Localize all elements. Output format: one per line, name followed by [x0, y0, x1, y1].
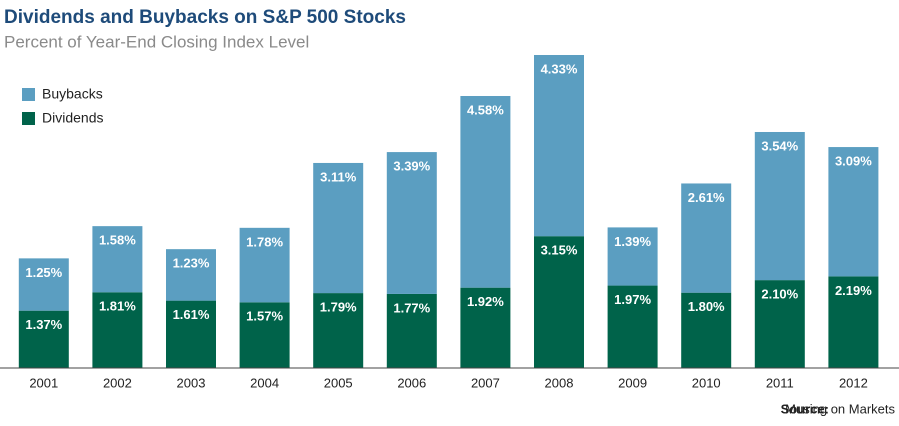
source: Musing on Markets: [785, 401, 895, 416]
value-label: 2.19%: [835, 283, 872, 298]
bar-segment: [681, 183, 732, 293]
bar-segment: [460, 287, 511, 368]
value-label: 1.39%: [614, 234, 651, 249]
value-label: 1.23%: [173, 256, 210, 271]
chart-subtitle: Percent of Year-End Closing Index Level: [4, 32, 309, 51]
value-label: 1.57%: [246, 309, 283, 324]
x-tick-label: 2010: [692, 375, 721, 390]
x-tick-label: 2012: [839, 375, 868, 390]
value-label: 1.79%: [320, 300, 357, 315]
value-label: 3.09%: [835, 153, 872, 168]
bar-segment: [607, 227, 658, 286]
x-tick-label: 2008: [545, 375, 574, 390]
bar-segment: [828, 276, 879, 368]
bar-segment: [18, 310, 69, 368]
value-label: 1.58%: [99, 233, 136, 248]
value-label: 1.77%: [393, 300, 430, 315]
bar-segment: [386, 152, 437, 294]
x-tick-label: 2002: [103, 375, 132, 390]
value-label: 4.58%: [467, 102, 504, 117]
bar-segment: [681, 292, 732, 368]
x-tick-label: 2003: [177, 375, 206, 390]
x-tick-label: 2006: [397, 375, 426, 390]
bar-segment: [386, 293, 437, 368]
value-label: 1.25%: [25, 265, 62, 280]
value-label: 2.61%: [688, 190, 725, 205]
value-label: 1.81%: [99, 299, 136, 314]
bar-segment: [166, 249, 216, 301]
chart-title: Dividends and Buybacks on S&P 500 Stocks: [4, 7, 406, 28]
x-tick-label: 2005: [324, 375, 353, 390]
bar-segment: [534, 55, 584, 237]
bar-segment: [607, 285, 658, 368]
value-label: 1.37%: [25, 317, 62, 332]
bar-segment: [828, 147, 879, 277]
bar-segment: [754, 280, 805, 368]
bar-segment: [313, 293, 364, 368]
bar-segment: [754, 131, 805, 281]
bar-segment: [313, 162, 364, 294]
value-label: 1.78%: [246, 234, 283, 249]
bar-segment: [239, 227, 290, 303]
value-label: 3.11%: [320, 169, 357, 184]
source-label: Source:: [781, 401, 829, 416]
bar-segment: [239, 302, 290, 368]
bar-segment: [92, 226, 143, 293]
value-label: 1.97%: [614, 292, 651, 307]
value-label: 1.80%: [688, 299, 725, 314]
value-label: 1.92%: [467, 294, 504, 309]
value-label: 3.39%: [393, 159, 430, 174]
value-label: 4.33%: [541, 61, 578, 76]
bar-segment: [460, 96, 511, 288]
value-label: 2.10%: [761, 287, 798, 302]
x-tick-label: 2007: [471, 375, 500, 390]
bar-segment: [166, 300, 216, 368]
value-label: 1.61%: [173, 307, 210, 322]
value-label: 3.15%: [541, 243, 578, 258]
x-tick-label: 2001: [29, 375, 58, 390]
x-tick-label: 2011: [766, 375, 794, 390]
bar-segment: [534, 236, 584, 368]
bar-segment: [18, 258, 69, 311]
legend-swatch: [22, 88, 35, 101]
x-tick-label: 2004: [250, 375, 279, 390]
legend-label: Dividends: [42, 110, 103, 126]
legend-swatch: [22, 112, 35, 125]
value-label: 3.54%: [761, 138, 798, 153]
legend-label: Buybacks: [42, 86, 103, 102]
bar-segment: [92, 292, 143, 368]
x-tick-label: 2009: [618, 375, 647, 390]
